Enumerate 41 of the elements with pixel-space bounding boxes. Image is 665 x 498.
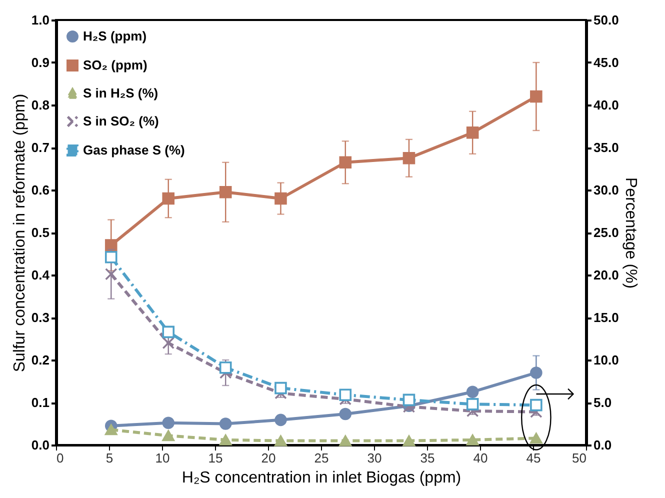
x-axis-title: H₂S concentration in inlet Biogas (ppm) [182,470,462,486]
x-tick-label: 20 [261,450,276,466]
y-axis-title: Sulfur concentration in reformate (ppm) [11,94,28,372]
y2-tick-label: 5.0 [594,395,612,410]
legend-label: Gas phase S (%) [83,142,185,158]
y-tick-label: 0.4 [31,268,50,282]
y-tick-label: 0.7 [31,140,50,155]
y2-tick-label: 15.0 [594,310,619,325]
x-tick-label: 15 [208,450,223,466]
y-tick-label: 0.6 [31,182,50,198]
legend-label: SO₂ (ppm) [83,58,148,72]
y2-tick-label: 40.0 [594,98,619,112]
y-tick-label: 0.5 [31,225,50,240]
x-tick-label: 50 [572,450,586,466]
y2-axis-title: Percentage (%) [622,177,639,289]
y-tick-label: 0.0 [31,438,50,452]
y-tick-label: 0.1 [31,395,50,410]
x-tick-label: 0 [56,450,64,466]
y2-tick-label: 50.0 [594,12,619,28]
y-tick-label: 0.2 [31,352,50,368]
y2-tick-label: 0.0 [594,438,612,452]
y2-tick-label: 30.0 [594,182,619,198]
x-tick-label: 35 [420,450,435,466]
y-tick-label: 0.8 [31,98,50,112]
legend-label: S in SO₂ (%) [83,114,159,128]
y2-tick-label: 25.0 [594,225,619,240]
x-tick-label: 45 [526,450,541,466]
x-tick-label: 5 [106,450,114,466]
y2-tick-label: 20.0 [594,268,619,282]
y2-tick-label: 35.0 [594,140,619,155]
y-tick-label: 1.0 [31,12,50,28]
x-tick-label: 10 [155,450,170,466]
y-tick-label: 0.3 [31,310,50,325]
y2-tick-label: 45.0 [594,55,619,70]
x-tick-label: 40 [473,450,488,466]
y-tick-label: 0.9 [31,55,50,70]
y2-tick-label: 10.0 [594,352,619,368]
legend-label: H₂S (ppm) [83,28,147,44]
legend-label: S in H₂S (%) [83,86,158,100]
x-tick-label: 25 [314,450,329,466]
x-tick-label: 30 [367,450,382,466]
